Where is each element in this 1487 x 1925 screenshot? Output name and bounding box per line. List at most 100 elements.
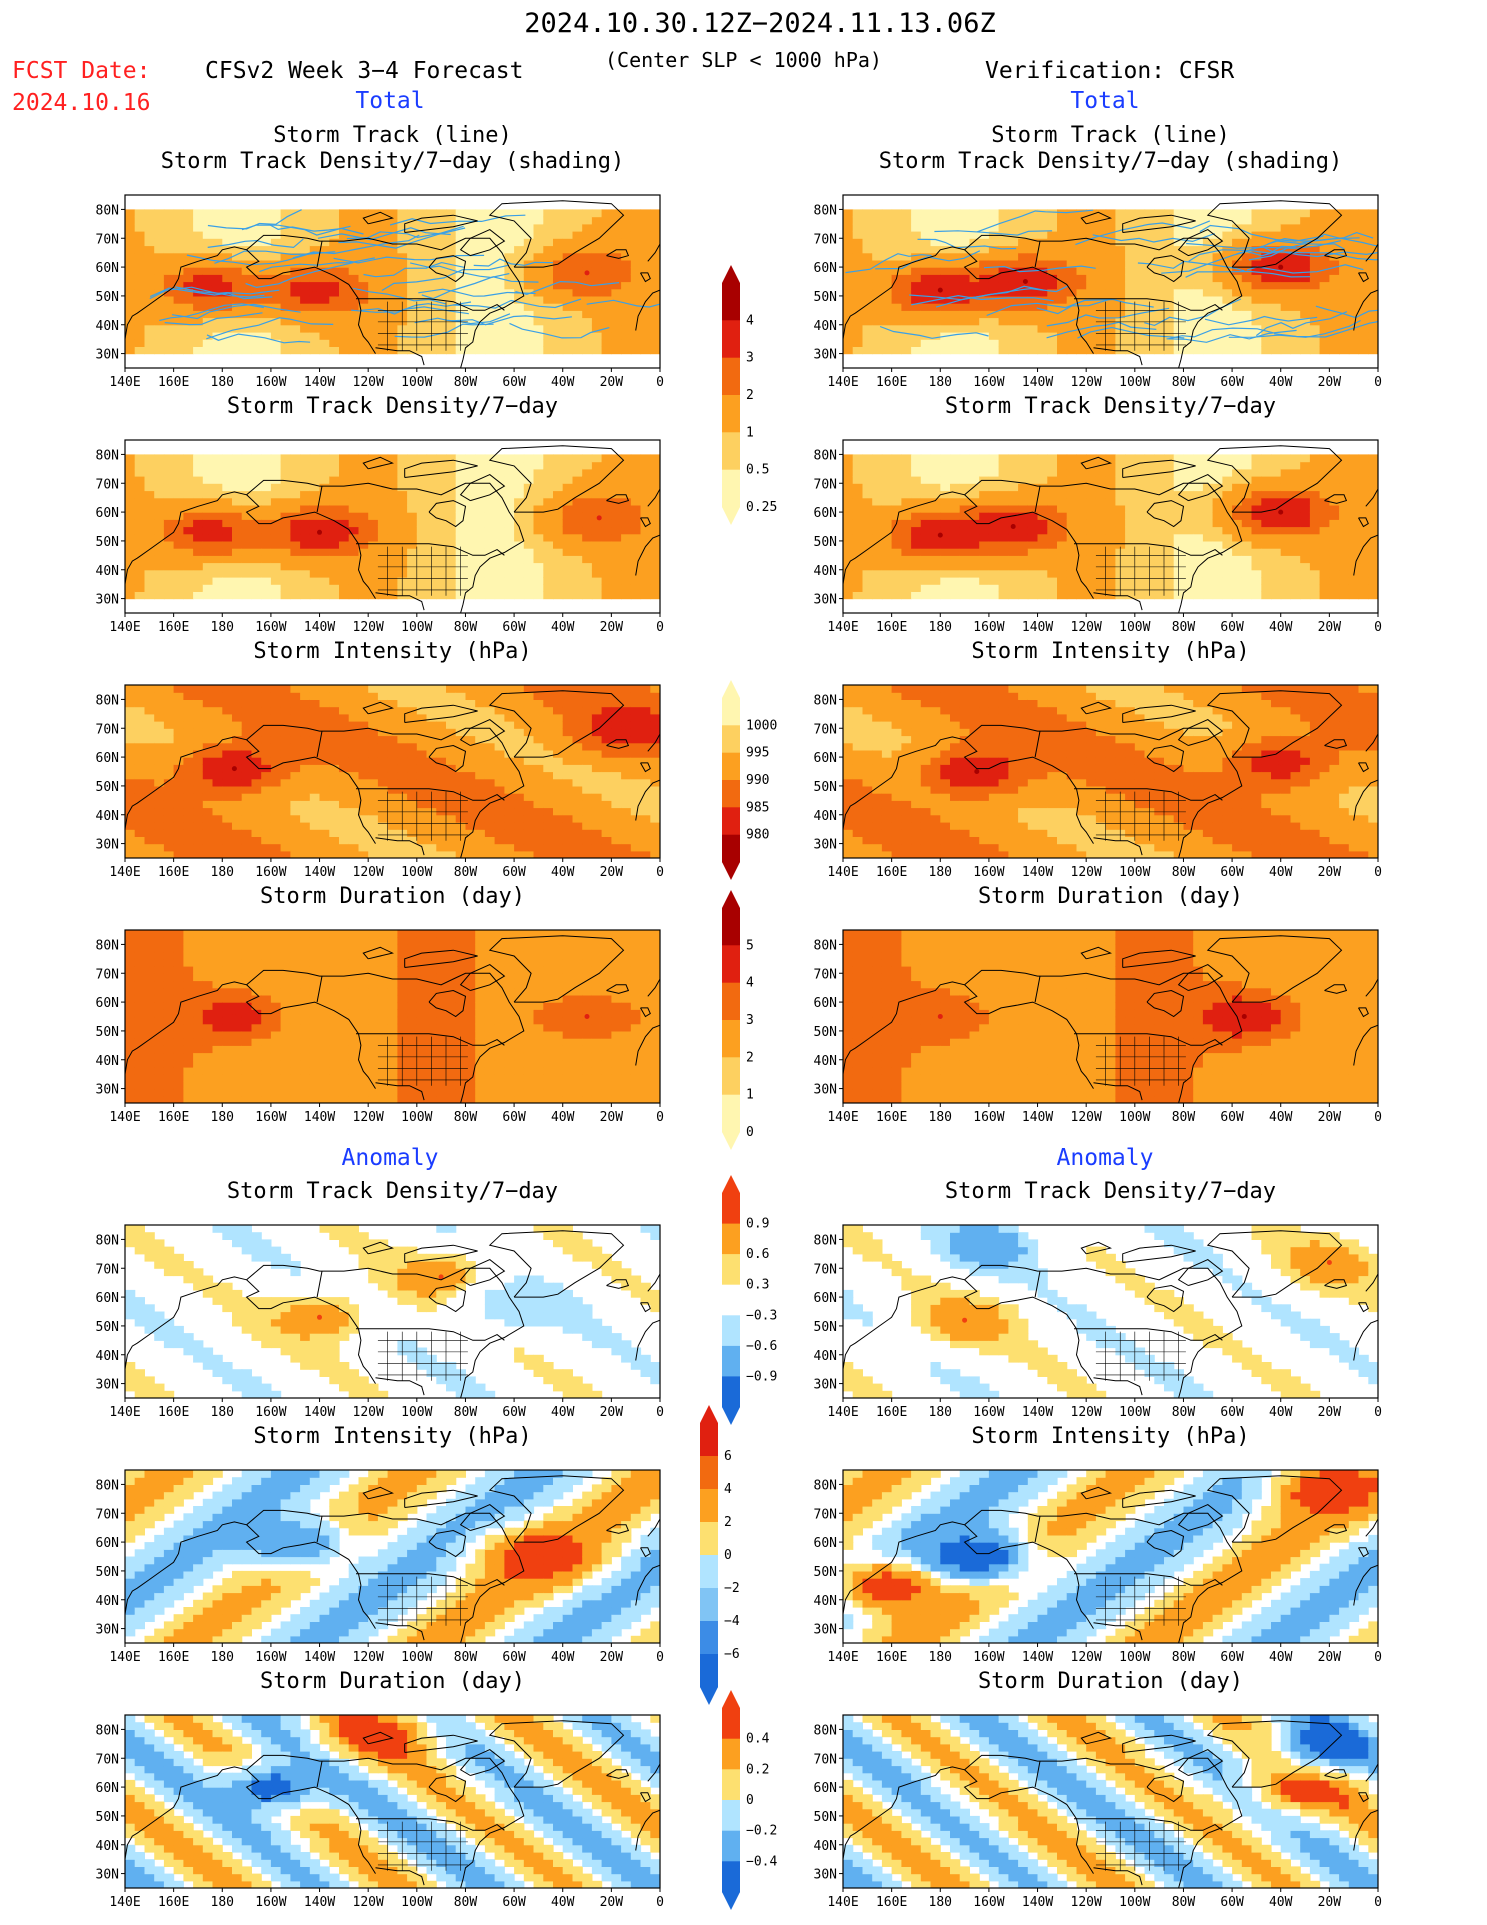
heat-cell xyxy=(1125,540,1136,549)
heat-cell xyxy=(1280,267,1291,275)
heat-cell xyxy=(901,512,912,520)
date-range-title: 2024.10.30.12Z−2024.11.13.06Z xyxy=(524,8,996,39)
heat-cell xyxy=(1008,584,1019,592)
heat-cell xyxy=(270,591,282,600)
heat-cell xyxy=(309,332,321,340)
heat-cell xyxy=(1319,476,1330,484)
heat-cell xyxy=(416,562,428,571)
heat-cell xyxy=(1164,317,1175,326)
heat-cell xyxy=(1212,281,1223,290)
heat-cell xyxy=(920,490,932,499)
heat-cell xyxy=(911,569,922,578)
heat-cell xyxy=(163,504,175,513)
heat-cell xyxy=(173,540,184,549)
heat-cell xyxy=(1271,569,1282,578)
heat-cell xyxy=(1125,526,1136,535)
heat-cell xyxy=(368,267,379,275)
lon-tick-label: 40W xyxy=(1269,375,1293,390)
heat-cell xyxy=(591,555,603,564)
heat-cell xyxy=(988,274,1000,283)
heat-cell xyxy=(251,548,262,556)
heat-cell xyxy=(280,324,291,333)
heat-cell xyxy=(601,497,612,506)
heat-cell xyxy=(436,555,447,564)
heat-cell xyxy=(446,533,457,542)
heat-cell xyxy=(630,216,642,225)
heat-cell xyxy=(309,569,321,578)
heat-cell xyxy=(212,749,223,758)
heat-cell xyxy=(1134,259,1146,268)
heat-cell xyxy=(959,274,970,283)
heat-cell xyxy=(1193,591,1204,600)
heat-cell xyxy=(1261,490,1272,499)
heat-cell xyxy=(1271,295,1282,304)
heat-cell xyxy=(1164,332,1175,340)
heat-cell xyxy=(533,339,544,347)
heat-cell xyxy=(125,569,136,578)
heat-cell xyxy=(329,209,340,218)
heat-cell xyxy=(416,238,428,247)
heat-cell xyxy=(319,555,330,564)
heat-cell xyxy=(1222,490,1233,499)
heat-cell xyxy=(572,231,583,239)
heat-cell xyxy=(261,267,272,275)
heat-cell xyxy=(436,238,447,247)
heat-cell xyxy=(329,245,340,254)
heat-cell xyxy=(1008,324,1019,333)
heat-cell xyxy=(553,548,564,556)
heat-cell xyxy=(193,793,204,801)
heat-cell xyxy=(650,584,660,592)
heat-cell xyxy=(523,209,535,218)
heat-cell xyxy=(163,785,175,794)
heat-cell xyxy=(339,274,350,283)
heat-cell xyxy=(1261,504,1272,513)
coastline xyxy=(428,500,467,528)
heat-cell xyxy=(514,216,525,225)
heat-cell xyxy=(475,281,486,290)
heat-cell xyxy=(901,216,912,225)
heat-cell xyxy=(1348,577,1360,585)
heat-cell xyxy=(212,288,223,297)
heat-cell xyxy=(475,274,486,283)
heat-cell xyxy=(1319,209,1330,218)
heat-cell xyxy=(193,512,204,520)
heat-cell xyxy=(582,216,593,225)
storm-track-line xyxy=(1046,321,1157,339)
heat-cell xyxy=(843,310,854,319)
heat-cell xyxy=(1300,591,1311,600)
heat-cell xyxy=(1202,562,1214,571)
heat-cell xyxy=(1202,209,1214,218)
heat-cell xyxy=(572,555,583,564)
heat-cell xyxy=(998,584,1009,592)
heat-cell xyxy=(1309,591,1321,600)
heat-cell xyxy=(1290,274,1301,283)
heat-cell xyxy=(202,512,214,520)
heat-cell xyxy=(1125,569,1136,578)
heat-cell xyxy=(562,519,573,528)
heat-cell xyxy=(1008,504,1019,513)
heat-cell xyxy=(1358,504,1369,513)
heat-cell xyxy=(290,548,301,556)
heat-cell xyxy=(1368,339,1378,347)
heat-cell xyxy=(591,267,603,275)
heat-cell xyxy=(1008,209,1019,218)
heat-cell xyxy=(1154,267,1165,275)
heat-cell xyxy=(193,699,204,708)
heat-cell xyxy=(1368,483,1378,492)
heat-cell xyxy=(911,332,922,340)
heat-cell xyxy=(930,281,941,290)
heat-cell xyxy=(1271,274,1282,283)
heat-cell xyxy=(979,310,990,319)
heat-cell xyxy=(911,461,922,470)
heat-cell xyxy=(1164,324,1175,333)
heat-cell xyxy=(872,267,883,275)
heat-cell xyxy=(1154,512,1165,520)
heat-cell xyxy=(1261,497,1272,506)
heat-cell xyxy=(1027,540,1039,549)
heat-cell xyxy=(911,476,922,484)
heat-cell xyxy=(212,295,223,304)
heat-cell xyxy=(1339,303,1350,311)
heat-cell xyxy=(1037,281,1048,290)
heat-cell xyxy=(988,468,1000,477)
heat-cell xyxy=(650,454,660,463)
